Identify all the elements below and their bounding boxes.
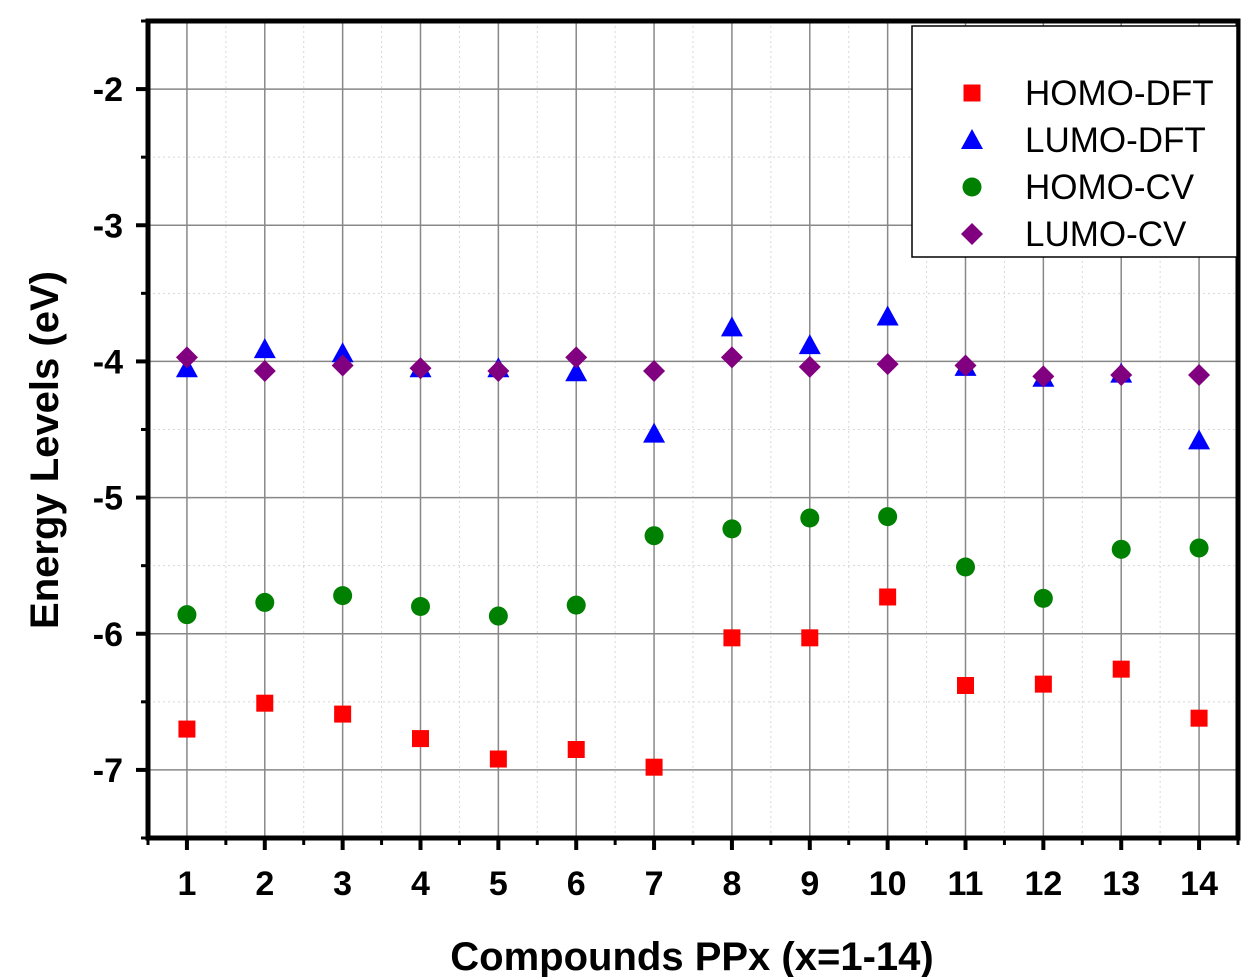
- x-tick-label: 9: [800, 865, 819, 903]
- y-tick-label: -6: [93, 616, 123, 654]
- y-tick-label: -7: [93, 752, 123, 790]
- point-lumo-dft: [798, 334, 821, 355]
- point-homo-cv: [644, 526, 664, 546]
- point-homo-dft: [178, 720, 196, 738]
- point-homo-cv: [177, 605, 197, 625]
- point-lumo-cv: [1032, 365, 1055, 388]
- point-lumo-dft: [565, 361, 588, 382]
- x-tick-label: 1: [177, 865, 196, 903]
- x-tick-label: 10: [869, 865, 907, 903]
- point-lumo-cv: [643, 359, 666, 382]
- tick-labels: 1 2 3 4 5 6 7 8 9 10 11 12 13 14-2-3-4-5-6-7: [93, 71, 1218, 903]
- y-tick-label: -4: [93, 343, 123, 381]
- point-homo-dft: [412, 730, 429, 748]
- point-homo-dft: [567, 740, 585, 758]
- point-lumo-cv: [798, 355, 821, 378]
- point-lumo-cv: [1110, 364, 1133, 387]
- point-lumo-dft: [876, 305, 899, 326]
- legend-label-homo-cv: HOMO-CV: [1025, 168, 1195, 207]
- point-lumo-dft: [1188, 429, 1211, 450]
- point-lumo-cv: [954, 354, 977, 377]
- x-tick-label: 6: [567, 865, 586, 903]
- x-tick-label: 5: [489, 865, 508, 903]
- x-axis-title: Compounds PPx (x=1-14): [450, 935, 933, 977]
- x-tick-label: 2: [255, 865, 274, 903]
- point-lumo-cv: [409, 357, 432, 380]
- point-homo-cv: [1033, 588, 1053, 608]
- point-homo-cv: [878, 507, 898, 527]
- legend-marker-homo-dft: [963, 84, 981, 102]
- point-homo-cv: [1189, 538, 1209, 558]
- point-lumo-cv: [1188, 364, 1211, 387]
- legend-marker-lumo-dft: [961, 129, 983, 149]
- point-homo-dft: [334, 705, 352, 723]
- point-homo-dft: [1034, 675, 1052, 693]
- point-lumo-dft: [331, 342, 354, 363]
- y-tick-label: -5: [93, 480, 123, 518]
- x-tick-label: 11: [948, 865, 984, 903]
- legend-marker-homo-cv: [962, 177, 982, 197]
- point-homo-dft: [801, 629, 819, 647]
- point-homo-cv: [800, 508, 820, 528]
- point-lumo-dft: [643, 422, 666, 443]
- x-tick-label: 14: [1180, 865, 1218, 903]
- point-homo-cv: [956, 557, 975, 577]
- point-homo-dft: [723, 629, 741, 647]
- point-homo-cv: [411, 597, 430, 617]
- point-homo-cv: [566, 595, 586, 615]
- point-lumo-cv: [720, 346, 743, 369]
- x-tick-label: 3: [333, 865, 352, 903]
- legend-label-homo-dft: HOMO-DFT: [1025, 74, 1214, 113]
- legend-marker-lumo-cv: [961, 223, 983, 245]
- legend-label-lumo-dft: LUMO-DFT: [1025, 121, 1206, 160]
- y-tick-label: -2: [93, 71, 123, 109]
- x-tick-label: 12: [1024, 865, 1062, 903]
- point-homo-dft: [256, 694, 274, 712]
- point-homo-dft: [645, 758, 663, 776]
- point-homo-dft: [879, 588, 897, 606]
- point-homo-dft: [1112, 660, 1130, 678]
- point-lumo-cv: [331, 354, 354, 377]
- point-lumo-cv: [565, 346, 588, 369]
- x-tick-label: 4: [411, 865, 430, 903]
- point-homo-cv: [333, 586, 353, 606]
- y-axis-title: Energy Levels (eV): [23, 271, 67, 629]
- x-tick-label: 8: [722, 865, 741, 903]
- point-lumo-cv: [487, 359, 510, 382]
- point-lumo-cv: [175, 346, 198, 369]
- point-homo-cv: [1111, 539, 1131, 559]
- data-points: [175, 305, 1211, 776]
- point-homo-dft: [957, 676, 974, 694]
- point-lumo-cv: [253, 359, 276, 382]
- point-lumo-dft: [253, 338, 276, 359]
- point-homo-cv: [722, 519, 742, 539]
- x-tick-label: 13: [1102, 865, 1140, 903]
- x-tick-label: 7: [645, 865, 664, 903]
- point-lumo-dft: [720, 316, 743, 337]
- point-homo-cv: [488, 606, 508, 626]
- point-homo-dft: [489, 750, 507, 768]
- y-tick-label: -3: [93, 207, 123, 245]
- point-homo-cv: [255, 592, 275, 612]
- point-lumo-cv: [876, 353, 899, 376]
- plot-frame: [145, 18, 1241, 841]
- legend-label-lumo-cv: LUMO-CV: [1025, 215, 1187, 254]
- legend: HOMO-DFT LUMO-DFT HOMO-CV LUMO-CV: [911, 25, 1238, 258]
- point-homo-dft: [1190, 709, 1208, 727]
